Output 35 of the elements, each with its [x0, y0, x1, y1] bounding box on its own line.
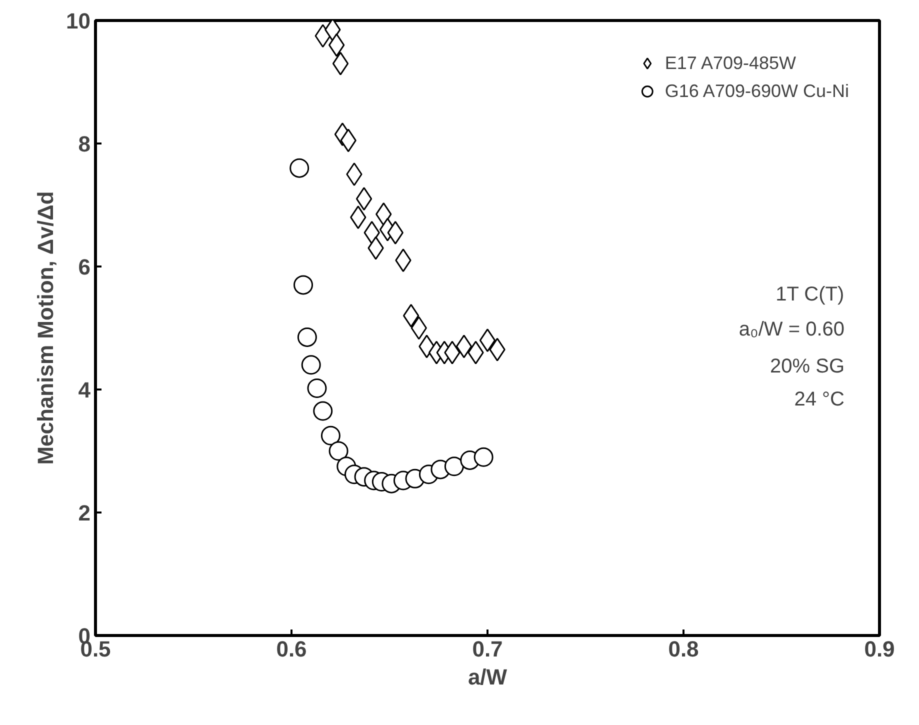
point	[294, 275, 314, 295]
y-tick-label: 8	[78, 132, 91, 156]
y-tick-label: 6	[78, 254, 91, 280]
point	[444, 456, 464, 476]
legend-label: G16 A709-690W Cu-Ni	[664, 80, 849, 102]
x-tick-label: 0.7	[472, 636, 503, 662]
point	[307, 378, 327, 398]
point	[456, 334, 472, 358]
point	[479, 328, 496, 352]
point	[328, 441, 348, 461]
point	[402, 304, 420, 328]
point	[474, 447, 494, 467]
annotation: 24 °C	[794, 388, 845, 410]
point	[356, 187, 372, 211]
point	[320, 426, 340, 446]
x-axis-title: a/W	[468, 664, 508, 690]
x-tick-label: 0.8	[668, 636, 699, 662]
annotation: 20% SG	[770, 356, 844, 378]
y-tick-label: 4	[78, 378, 92, 402]
point	[324, 20, 341, 42]
annotation: a₀/W = 0.60	[738, 318, 844, 340]
point	[346, 162, 362, 186]
point	[328, 33, 345, 57]
y-tick-label: 2	[78, 500, 91, 526]
y-tick-label: 10	[66, 8, 91, 34]
legend-label: E17 A709-485W	[664, 52, 796, 74]
point	[332, 52, 349, 76]
point	[290, 158, 310, 178]
x-tick-label: 0.9	[864, 636, 895, 662]
point	[313, 401, 333, 421]
point	[301, 355, 321, 375]
x-tick-label: 0.6	[276, 636, 307, 662]
y-axis-title: Mechanism Motion, Δv/Δd	[33, 191, 58, 465]
annotation: 1T C(T)	[776, 284, 844, 306]
point	[297, 327, 317, 347]
